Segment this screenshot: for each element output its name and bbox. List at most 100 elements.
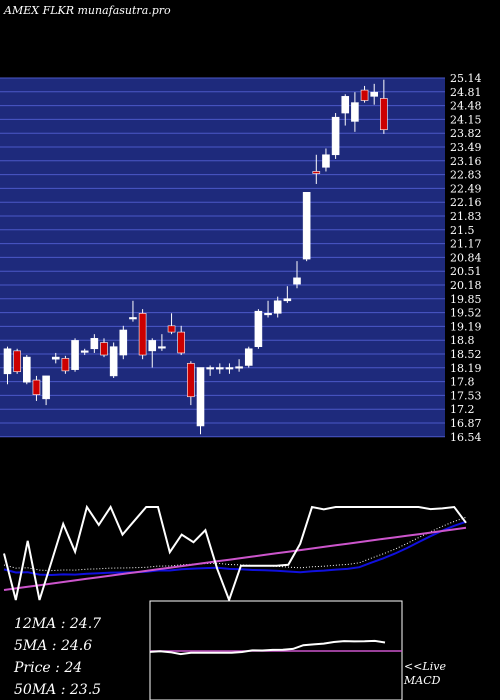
candle-body xyxy=(235,366,243,369)
y-tick-label: 21.17 xyxy=(450,238,482,251)
y-tick-label: 16.54 xyxy=(450,431,482,444)
grid-band xyxy=(0,257,445,272)
y-tick-label: 23.16 xyxy=(450,155,482,168)
candle xyxy=(71,338,79,372)
grid-band xyxy=(0,409,445,423)
grid-band xyxy=(0,298,445,313)
candle xyxy=(196,367,205,435)
grid-band xyxy=(0,160,445,175)
candle xyxy=(206,365,214,376)
y-tick-label: 17.8 xyxy=(450,376,475,389)
candle-body xyxy=(100,342,108,356)
macd-line xyxy=(149,639,386,656)
candle xyxy=(370,83,379,105)
price-grid xyxy=(0,77,445,438)
ma-stats: 12MA : 24.7 5MA : 24.6 Price : 24 50MA :… xyxy=(13,616,101,698)
y-tick-label: 25.14 xyxy=(450,72,482,85)
candle-body xyxy=(13,350,21,373)
candle xyxy=(119,325,128,360)
candle-body xyxy=(129,317,137,320)
candle-body xyxy=(196,367,205,427)
grid-band xyxy=(0,395,445,410)
candle-body xyxy=(3,348,12,375)
grid-band xyxy=(0,326,445,341)
candle-body xyxy=(312,171,321,174)
grid-band xyxy=(0,312,445,327)
y-tick-label: 22.16 xyxy=(450,196,482,209)
grid-band xyxy=(0,216,445,230)
candle-body xyxy=(360,89,369,101)
y-tick-label: 19.52 xyxy=(450,307,482,320)
macd-panel: <<Live MACD xyxy=(149,600,446,700)
candle xyxy=(293,261,301,289)
y-tick-label: 19.19 xyxy=(450,320,482,333)
candle-body xyxy=(32,379,41,395)
candle xyxy=(225,363,234,374)
candle-body xyxy=(351,102,359,122)
candle xyxy=(32,375,41,401)
y-tick-label: 17.53 xyxy=(450,389,482,402)
y-tick-label: 22.83 xyxy=(450,169,482,182)
grid-band xyxy=(0,91,445,106)
candle xyxy=(283,286,292,303)
candle xyxy=(148,338,157,368)
candle xyxy=(138,309,147,360)
candle xyxy=(273,296,282,318)
y-tick-label: 23.82 xyxy=(450,127,482,140)
grid-band xyxy=(0,229,445,244)
grid-band xyxy=(0,340,445,354)
grid-band xyxy=(0,174,445,189)
y-tick-label: 18.52 xyxy=(450,348,482,361)
candle xyxy=(351,92,359,132)
candle-body xyxy=(244,348,253,366)
y-tick-label: 23.49 xyxy=(450,141,482,154)
candle-body xyxy=(148,340,157,352)
candle-body xyxy=(206,367,214,370)
candle-body xyxy=(341,96,350,114)
grid-band xyxy=(0,271,445,285)
candle xyxy=(322,148,330,172)
candle-body xyxy=(380,98,388,131)
candle xyxy=(129,300,137,322)
grid-band xyxy=(0,381,445,396)
candle-body xyxy=(331,116,340,156)
candle xyxy=(264,300,272,318)
candle-body xyxy=(177,331,185,354)
y-tick-label: 24.15 xyxy=(450,113,482,126)
candle xyxy=(254,309,263,349)
chart-title: AMEX FLKR munafasutra.pro xyxy=(3,4,171,17)
stat-price: Price : 24 xyxy=(13,660,82,676)
candle xyxy=(302,192,311,262)
y-tick-label: 22.49 xyxy=(450,182,482,195)
candle-body xyxy=(138,313,147,356)
candle xyxy=(216,363,224,374)
candle-body xyxy=(370,91,379,97)
candle-body xyxy=(273,300,282,314)
y-tick-label: 17.2 xyxy=(450,403,475,416)
candle xyxy=(244,346,253,368)
stat-12ma: 12MA : 24.7 xyxy=(14,616,101,632)
y-tick-label: 21.5 xyxy=(450,224,475,237)
candle-body xyxy=(22,356,31,383)
macd-live-label: <<Live xyxy=(404,660,446,673)
candle xyxy=(22,355,31,385)
grid-band xyxy=(0,105,445,120)
y-tick-label: 18.19 xyxy=(450,362,482,375)
candle-body xyxy=(254,310,263,347)
stat-5ma: 5MA : 24.6 xyxy=(14,638,92,654)
grid-band xyxy=(0,147,445,161)
candle-body xyxy=(293,277,301,285)
candle xyxy=(42,375,50,406)
y-tick-label: 24.81 xyxy=(450,86,482,99)
candle-body xyxy=(51,356,60,360)
candle-body xyxy=(109,346,118,377)
y-tick-label: 18.8 xyxy=(450,334,475,347)
ma-fast-line xyxy=(3,520,467,577)
candle xyxy=(177,325,185,356)
candle-body xyxy=(283,298,292,302)
grid-band xyxy=(0,285,445,299)
indicator-panel xyxy=(3,504,467,603)
candle xyxy=(51,352,60,364)
candle xyxy=(13,348,21,374)
